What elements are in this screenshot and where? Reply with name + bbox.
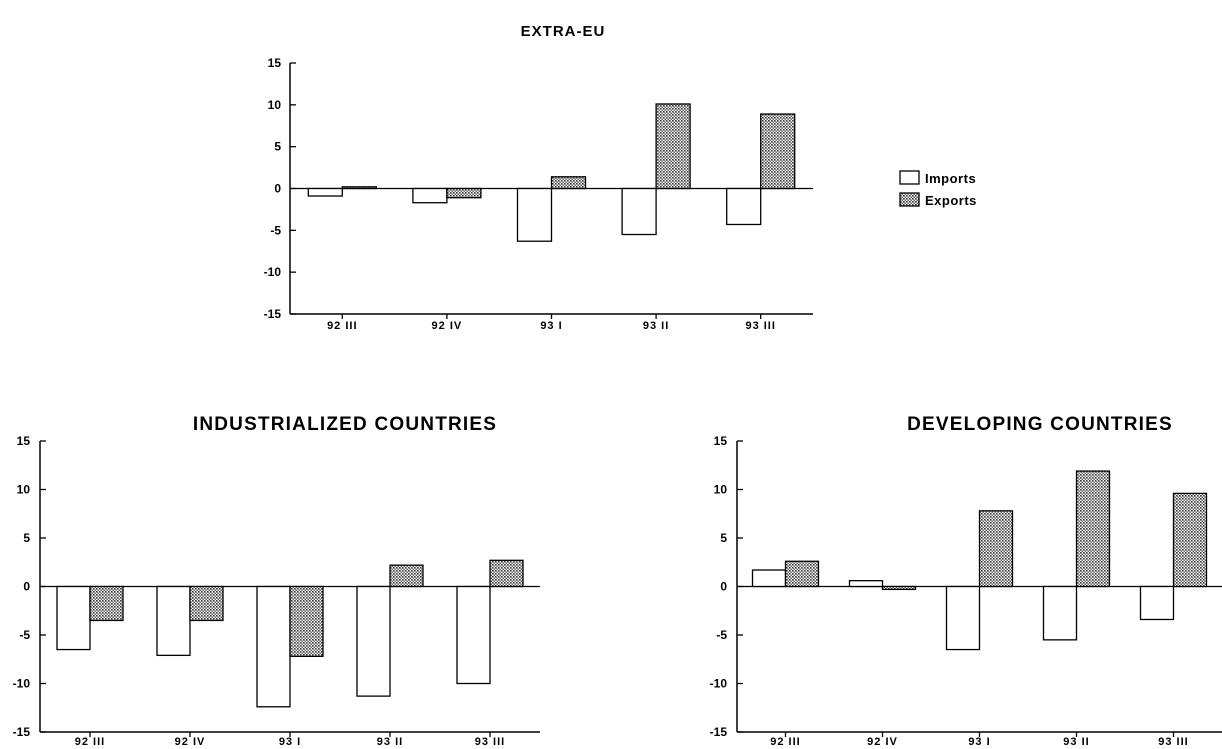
bar-imports — [1139, 585, 1175, 621]
x-tick-label: 92 IV — [867, 736, 898, 748]
y-tick-label: 5 — [23, 531, 30, 545]
bar-exports — [189, 585, 224, 622]
bar-imports — [848, 580, 884, 588]
y-tick-label: 15 — [714, 434, 728, 448]
bar-exports — [289, 585, 324, 657]
y-tick-label: -10 — [13, 677, 31, 691]
bar-exports — [1075, 470, 1111, 588]
bar-imports — [726, 187, 762, 226]
x-tick-label: 92 IV — [175, 736, 206, 748]
legend-swatch-imports — [899, 170, 920, 185]
y-tick-label: -10 — [264, 265, 282, 279]
x-tick-label: 93 III — [475, 736, 505, 748]
legend: Imports Exports — [899, 170, 977, 208]
bar-exports — [446, 187, 482, 199]
bar-imports — [945, 585, 981, 651]
x-tick-label: 92 III — [75, 736, 105, 748]
bar-exports — [550, 176, 587, 190]
bar-imports — [621, 187, 657, 236]
y-tick-label: 0 — [720, 580, 727, 594]
y-tick-label: 10 — [714, 483, 728, 497]
y-tick-label: -15 — [13, 725, 31, 739]
x-tick-label: 93 III — [745, 320, 775, 332]
bar-imports — [751, 569, 787, 588]
legend-label-imports: Imports — [925, 171, 976, 186]
y-tick-label: 15 — [268, 56, 282, 70]
industrialized-countries-chart: INDUSTRIALIZED COUNTRIES 15 10 5 0 -5 -10 -15 9… — [13, 414, 540, 748]
bar-exports — [881, 585, 917, 591]
x-tick-label: 93 II — [643, 320, 669, 332]
bar-imports — [256, 585, 291, 708]
developing-countries-chart: DEVELOPING COUNTRIES 15 10 5 0 -5 -10 -15 92 II… — [710, 414, 1222, 748]
x-tick-label: 93 I — [279, 736, 301, 748]
bar-exports — [1172, 492, 1208, 588]
y-tick-label: 5 — [720, 531, 727, 545]
x-tick-label: 92 IV — [432, 320, 463, 332]
x-tick-label: 93 I — [968, 736, 990, 748]
y-tick-label: -5 — [270, 223, 281, 237]
y-tick-label: -15 — [264, 307, 282, 321]
bar-exports — [978, 510, 1014, 588]
x-tick-label: 93 II — [1063, 736, 1089, 748]
bar-imports — [56, 585, 91, 651]
y-tick-label: 15 — [17, 434, 31, 448]
extra-eu-chart: EXTRA-EU 15 10 5 0 -5 -10 -15 92 III 92 IV 93 I 93… — [264, 23, 813, 332]
bar-exports — [784, 560, 820, 588]
x-tick-label: 93 I — [540, 320, 562, 332]
bar-exports — [489, 559, 524, 588]
y-tick-label: -5 — [19, 628, 30, 642]
chart-title: EXTRA-EU — [521, 23, 606, 40]
bar-imports — [1042, 585, 1078, 641]
bar-imports — [412, 187, 448, 204]
bar-exports — [89, 585, 124, 622]
bar-exports — [389, 564, 424, 588]
bar-imports — [356, 585, 391, 697]
chart-title: DEVELOPING COUNTRIES — [907, 414, 1173, 435]
x-tick-label: 92 III — [327, 320, 357, 332]
y-tick-label: 10 — [268, 98, 282, 112]
y-tick-label: 10 — [17, 483, 31, 497]
bar-exports — [655, 103, 691, 190]
bar-exports — [341, 186, 377, 190]
legend-swatch-exports — [899, 192, 920, 207]
y-tick-label: -15 — [710, 725, 728, 739]
bar-imports — [456, 585, 491, 685]
bar-exports — [760, 113, 796, 190]
chart-title: INDUSTRIALIZED COUNTRIES — [193, 414, 497, 435]
y-tick-label: 5 — [274, 140, 281, 154]
x-tick-label: 93 II — [377, 736, 403, 748]
y-tick-label: 0 — [274, 182, 281, 196]
y-tick-label: 0 — [23, 580, 30, 594]
bar-imports — [516, 187, 553, 242]
bar-imports — [307, 187, 343, 197]
y-tick-label: -10 — [710, 677, 728, 691]
y-tick-label: -5 — [716, 628, 727, 642]
x-tick-label: 92 III — [770, 736, 800, 748]
x-tick-label: 93 III — [1158, 736, 1188, 748]
bar-imports — [156, 585, 191, 657]
legend-label-exports: Exports — [925, 193, 977, 208]
